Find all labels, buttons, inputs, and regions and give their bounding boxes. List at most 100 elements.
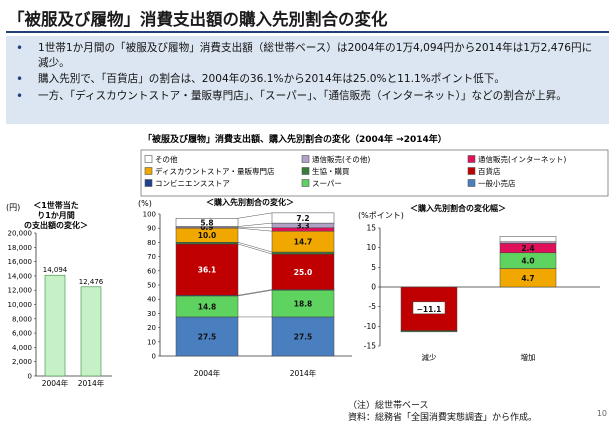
bullet-item: • 一方、「ディスカウントストア・量販専門店」、「スーパー」、「通信販売（インタ… <box>16 89 601 104</box>
chart2-share: 0 10 20 30 40 50 60 70 80 90 100 27.5 14.8 36.1 10.00.… <box>143 211 352 378</box>
change-segment <box>499 236 557 243</box>
share-value-label: 10.0 <box>198 231 217 240</box>
chart1-subtitle: ＜1世帯当た り1か月間 の支出額の変化＞ <box>24 200 88 230</box>
y-tick-label: 90 <box>147 225 156 233</box>
share-value-label: 0.9 <box>200 223 213 232</box>
y-tick-label: 20,000 <box>8 230 33 238</box>
connector-line <box>237 212 273 219</box>
x-category-label: 減少 <box>422 352 437 362</box>
summary-box: • 1世帯1か月間の「被服及び履物」消費支出額（総世帯ベース）は2004年の1万… <box>6 36 609 124</box>
legend-box <box>140 149 609 197</box>
x-category-label: 2014年 <box>78 378 105 388</box>
bullet-text: 1世帯1か月間の「被服及び履物」消費支出額（総世帯ベース）は2004年の1万4,… <box>38 42 593 69</box>
y-tick-label: 50 <box>147 282 156 290</box>
y-tick-label: 0 <box>28 373 32 381</box>
chart-title: 「被服及び履物」消費支出額、購入先別割合の変化（2004年 →2014年） <box>143 133 447 145</box>
y-tick-label: 20 <box>147 324 156 332</box>
chart3-change: -15 -10 -5 0 5 10 15 −11.1 減少 4.7 4.0 2.4 増加 <box>364 224 600 362</box>
legend-swatch <box>301 167 310 175</box>
x-category-label: 2004年 <box>42 378 69 388</box>
legend-swatch <box>467 155 476 163</box>
y-tick-label: 15 <box>366 224 376 233</box>
change-label-box <box>412 301 446 315</box>
share-value-label: 14.8 <box>198 302 217 311</box>
y-tick-label: 10 <box>366 243 376 252</box>
chart1-subtitle-line: の支出額の変化＞ <box>24 220 88 230</box>
y-tick-label: 14,000 <box>8 272 33 280</box>
share-value-label: 25.0 <box>294 268 313 277</box>
share-value-label: 7.2 <box>296 214 309 223</box>
bullet-dot-icon: • <box>16 89 24 103</box>
chart2-title: ＜購入先別割合の変化＞ <box>206 197 294 207</box>
legend-swatch <box>144 179 153 187</box>
connector-line <box>237 290 273 297</box>
bullet-item: • 1世帯1か月間の「被服及び履物」消費支出額（総世帯ベース）は2004年の1万… <box>16 41 601 70</box>
share-segment <box>271 212 335 224</box>
share-value-label: 27.5 <box>198 332 217 341</box>
spending-bar <box>80 286 102 377</box>
y-tick-label: 4,000 <box>12 344 32 352</box>
source-text: 資料：総務省「全国消費実態調査」から作成。 <box>348 413 538 423</box>
change-value-label: 2.4 <box>521 244 534 253</box>
y-tick-label: -15 <box>364 342 376 351</box>
share-value-label: 14.7 <box>294 238 313 247</box>
legend: その他 通信販売(その他) 通信販売(インターネット) ディスカウントストア・量販専門… <box>144 154 566 188</box>
legend-label: コンビニエンスストア <box>155 179 230 188</box>
chart1-spending: 0 2,000 4,000 6,000 8,000 10,000 12,000 14,000 1… <box>8 230 112 388</box>
connector-line <box>237 242 273 253</box>
share-segment <box>271 316 335 357</box>
share-segment <box>175 316 239 357</box>
spending-value-label: 12,476 <box>79 278 104 286</box>
bullet-dot-icon: • <box>16 41 24 55</box>
title-rule <box>6 31 609 33</box>
share-value-label: 5.8 <box>200 218 213 227</box>
legend-swatch <box>301 179 310 187</box>
spending-value-label: 14,094 <box>43 266 68 274</box>
page-number: 10 <box>596 409 607 418</box>
share-value-label: 27.5 <box>294 332 313 341</box>
y-tick-label: 30 <box>147 310 156 318</box>
connector-line <box>237 243 273 255</box>
share-value-label: 36.1 <box>198 266 217 275</box>
y-tick-label: 18,000 <box>8 244 33 252</box>
bullet-text: 一方、「ディスカウントストア・量販専門店」、「スーパー」、「通信販売（インターネ… <box>38 90 567 102</box>
y-tick-label: -5 <box>369 302 377 311</box>
y-tick-label: 40 <box>147 296 156 304</box>
legend-label: 通信販売(その他) <box>312 154 370 164</box>
share-value-label: 18.8 <box>294 300 313 309</box>
note-text: （注）総世帯ベース <box>348 401 429 411</box>
x-category-label: 2014年 <box>290 368 317 378</box>
bullet-item: • 購入先別で、「百貨店」の割合は、2004年の36.1%から2014年は25.… <box>16 72 601 87</box>
page-title: 「被服及び履物」消費支出額の購入先別割合の変化 <box>8 10 388 29</box>
chart2-unit: (%) <box>138 199 152 208</box>
y-tick-label: 0 <box>371 283 376 292</box>
chart1-unit: (円) <box>6 203 20 212</box>
chart1-subtitle-line: ＜1世帯当た <box>33 200 79 210</box>
y-tick-label: 100 <box>143 211 156 219</box>
legend-label: 生協・購買 <box>312 166 350 176</box>
legend-label: 百貨店 <box>478 166 501 176</box>
y-tick-label: 12,000 <box>8 287 33 295</box>
connector-line <box>237 227 273 232</box>
y-tick-label: 70 <box>147 253 156 261</box>
legend-swatch <box>467 179 476 187</box>
chart3-unit: (%ポイント) <box>358 211 404 220</box>
y-tick-label: 16,000 <box>8 258 33 266</box>
y-tick-label: 6,000 <box>12 330 32 338</box>
share-segment <box>175 243 239 296</box>
share-segment <box>271 253 335 290</box>
y-tick-label: 10 <box>147 338 156 346</box>
y-tick-label: 80 <box>147 239 156 247</box>
bullet-text: 購入先別で、「百貨店」の割合は、2004年の36.1%から2014年は25.0%… <box>38 73 505 85</box>
legend-label: 通信販売(インターネット) <box>478 154 566 164</box>
x-category-label: 増加 <box>521 352 536 362</box>
bullet-dot-icon: • <box>16 72 24 86</box>
y-tick-label: 0 <box>152 353 156 361</box>
legend-label: スーパー <box>312 179 342 188</box>
connector-line <box>237 222 273 227</box>
chart1-subtitle-line: り1か月間 <box>37 211 75 220</box>
spending-bar <box>44 274 66 377</box>
legend-label: その他 <box>155 154 178 164</box>
y-tick-label: 10,000 <box>8 301 33 309</box>
change-value-label: 4.0 <box>521 257 534 266</box>
